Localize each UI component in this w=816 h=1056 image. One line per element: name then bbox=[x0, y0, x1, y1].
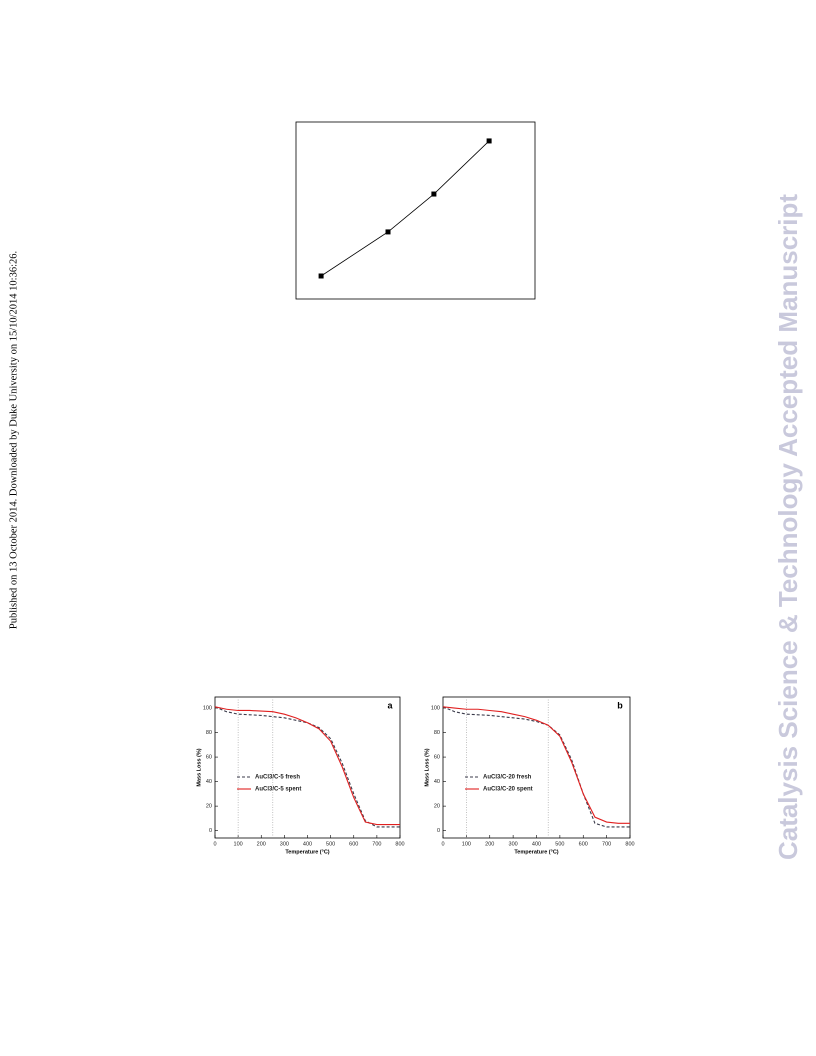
legend-label: AuCl3/C-20 fresh bbox=[483, 775, 532, 781]
y-tick-label: 60 bbox=[434, 755, 440, 761]
point-marker bbox=[431, 191, 437, 197]
x-tick-label: 300 bbox=[509, 841, 518, 847]
legend-label: AuCl3/C-5 spent bbox=[255, 787, 301, 793]
x-tick-label: 800 bbox=[625, 841, 634, 847]
side-note: Published on 13 October 2014. Downloaded… bbox=[8, 251, 19, 629]
y-tick-label: 40 bbox=[434, 779, 440, 785]
y-axis-label: Mass Loss (%) bbox=[196, 748, 202, 786]
legend-label: AuCl3/C-20 spent bbox=[483, 787, 533, 793]
point-marker bbox=[486, 138, 492, 144]
series-line bbox=[214, 706, 400, 828]
x-tick-label: 700 bbox=[602, 841, 611, 847]
y-tick-label: 100 bbox=[431, 705, 440, 711]
y-tick-label: 0 bbox=[437, 828, 440, 834]
plot-frame bbox=[295, 121, 536, 300]
x-tick-label: 400 bbox=[532, 841, 541, 847]
x-tick-label: 500 bbox=[555, 841, 564, 847]
watermark: Catalysis Science & Technology Accepted … bbox=[773, 194, 803, 860]
x-tick-label: 200 bbox=[257, 841, 266, 847]
series-line bbox=[320, 140, 490, 277]
x-tick-label: 600 bbox=[349, 841, 358, 847]
y-tick-label: 0 bbox=[209, 828, 212, 834]
y-tick-label: 80 bbox=[434, 730, 440, 736]
y-tick-label: 60 bbox=[206, 755, 212, 761]
point-marker bbox=[318, 273, 324, 279]
x-tick-label: 200 bbox=[485, 841, 494, 847]
x-tick-label: 100 bbox=[462, 841, 471, 847]
panel-label: a bbox=[387, 700, 393, 710]
series-line bbox=[442, 706, 630, 828]
y-tick-label: 100 bbox=[203, 705, 212, 711]
plot-frame bbox=[442, 696, 631, 839]
y-axis-label: Mass Loss (%) bbox=[424, 748, 430, 786]
x-tick-label: 800 bbox=[395, 841, 404, 847]
x-tick-label: 600 bbox=[579, 841, 588, 847]
x-tick-label: 300 bbox=[280, 841, 289, 847]
y-tick-label: 40 bbox=[206, 779, 212, 785]
x-axis-label: Temperature (°C) bbox=[285, 849, 329, 855]
y-tick-label: 20 bbox=[434, 804, 440, 810]
y-tick-label: 80 bbox=[206, 730, 212, 736]
point-marker bbox=[385, 229, 391, 235]
x-tick-label: 0 bbox=[213, 841, 216, 847]
x-tick-label: 100 bbox=[234, 841, 243, 847]
y-tick-label: 20 bbox=[206, 804, 212, 810]
series-line bbox=[442, 706, 630, 824]
x-tick-label: 400 bbox=[303, 841, 312, 847]
x-tick-label: 700 bbox=[372, 841, 381, 847]
x-tick-label: 0 bbox=[441, 841, 444, 847]
series-line bbox=[214, 706, 400, 826]
x-axis-label: Temperature (°C) bbox=[514, 849, 558, 855]
panel-label: b bbox=[617, 700, 623, 710]
x-tick-label: 500 bbox=[326, 841, 335, 847]
plot-frame bbox=[214, 696, 401, 839]
legend-label: AuCl3/C-5 fresh bbox=[255, 775, 300, 781]
